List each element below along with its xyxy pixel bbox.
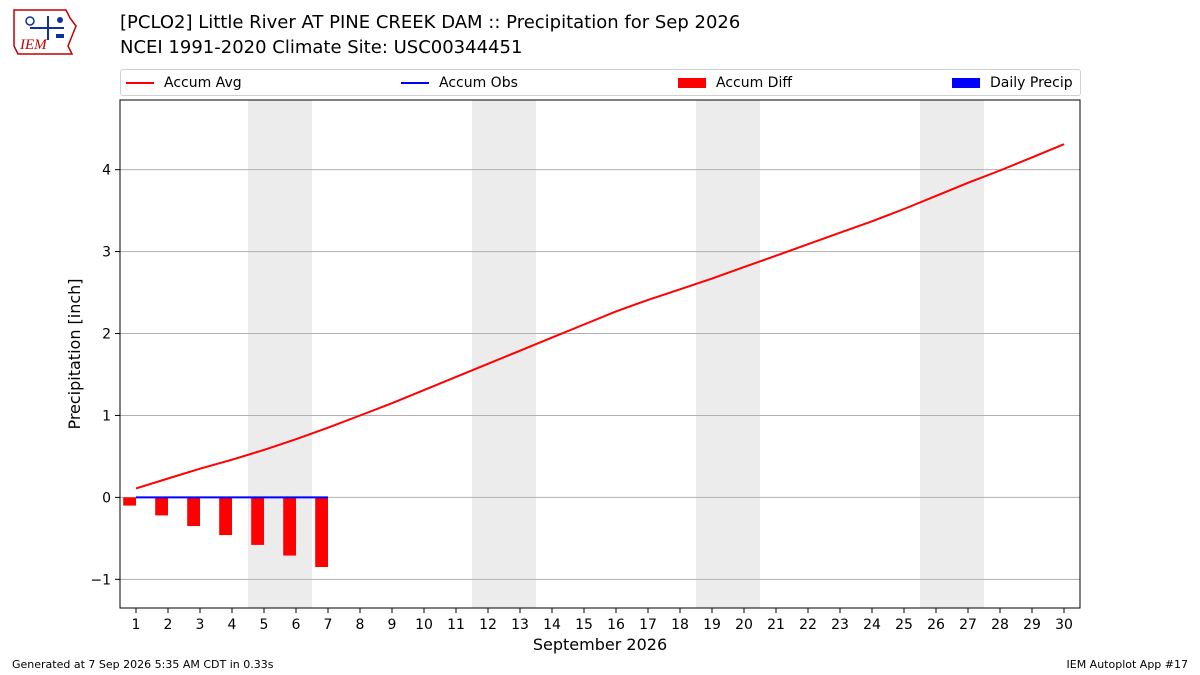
x-tick-label: 17 [639,617,657,633]
lines-layer [135,143,1065,499]
x-tick-label: 1 [132,617,141,633]
x-tick-label: 3 [196,617,205,633]
x-tick-label: 6 [292,617,301,633]
x-tick-label: 30 [1055,617,1073,633]
bars-layer [123,497,328,568]
x-tick-label: 10 [415,617,433,633]
x-tick-label: 22 [799,617,817,633]
x-tick-label: 5 [260,617,269,633]
x-tick-label: 29 [1023,617,1041,633]
y-tick-label: 4 [102,163,111,179]
weekend-shade [920,100,984,608]
y-tick-label: 2 [102,327,111,343]
x-tick-label: 12 [479,617,497,633]
legend-item-daily-precip: Daily Precip [952,70,1073,95]
legend-item-accum-obs: Accum Obs [401,70,518,95]
accum-diff-bar [155,497,168,516]
x-tick-label: 20 [735,617,753,633]
x-tick-label: 7 [324,617,333,633]
legend-swatch [401,81,429,84]
x-axis-label: September 2026 [533,635,667,654]
x-tick-label: 24 [863,617,881,633]
x-tick-label: 28 [991,617,1009,633]
accum-diff-bar [283,497,296,556]
x-tick-label: 14 [543,617,561,633]
y-tick-label: 0 [102,490,111,506]
legend-label: Accum Avg [164,74,242,91]
x-tick-label: 8 [356,617,365,633]
footer-app-id: IEM Autoplot App #17 [1066,658,1189,671]
weekend-shading-layer [248,100,984,608]
footer-generated: Generated at 7 Sep 2026 5:35 AM CDT in 0… [12,658,274,671]
legend-label: Accum Diff [716,74,793,91]
legend-label: Accum Obs [439,74,518,91]
accum-diff-bar [187,497,200,527]
y-tick-label: 3 [102,245,111,261]
x-tick-label: 18 [671,617,689,633]
y-tick-label: −1 [90,572,111,588]
legend-label: Daily Precip [990,74,1073,91]
y-tick-label: 1 [102,408,111,424]
accum-diff-bar [251,497,264,545]
x-tick-label: 27 [959,617,977,633]
legend-item-accum-diff: Accum Diff [678,70,792,95]
x-tick-label: 2 [164,617,173,633]
legend-swatch [126,81,154,84]
legend-swatch [952,77,980,88]
iem-logo: IEM [13,9,77,55]
accum-diff-bar [219,497,232,536]
weekend-shade [472,100,536,608]
x-tick-label: 23 [831,617,849,633]
chart-title: [PCLO2] Little River AT PINE CREEK DAM :… [120,12,741,33]
x-tick-label: 4 [228,617,237,633]
y-axis-label: Precipitation [inch] [65,278,84,429]
x-tick-label: 13 [511,617,529,633]
x-tick-label: 9 [388,617,397,633]
legend-item-accum-avg: Accum Avg [126,70,242,95]
accum-diff-bar [123,497,136,506]
legend-swatch [678,77,706,88]
accum-diff-bar [315,497,328,568]
x-tick-label: 16 [607,617,625,633]
chart-subtitle: NCEI 1991-2020 Climate Site: USC00344451 [120,37,523,58]
x-tick-label: 26 [927,617,945,633]
plot-frame [119,99,1081,609]
x-tick-label: 15 [575,617,593,633]
x-tick-label: 21 [767,617,785,633]
x-tick-label: 11 [447,617,465,633]
legend: Accum Avg Accum Obs Accum Diff Daily Pre… [120,69,1081,96]
weekend-shade [696,100,760,608]
logo-text: IEM [19,37,48,53]
weather-instrument-icon [25,16,64,40]
x-tick-label: 25 [895,617,913,633]
x-tick-label: 19 [703,617,721,633]
accum-avg-line [135,143,1065,490]
